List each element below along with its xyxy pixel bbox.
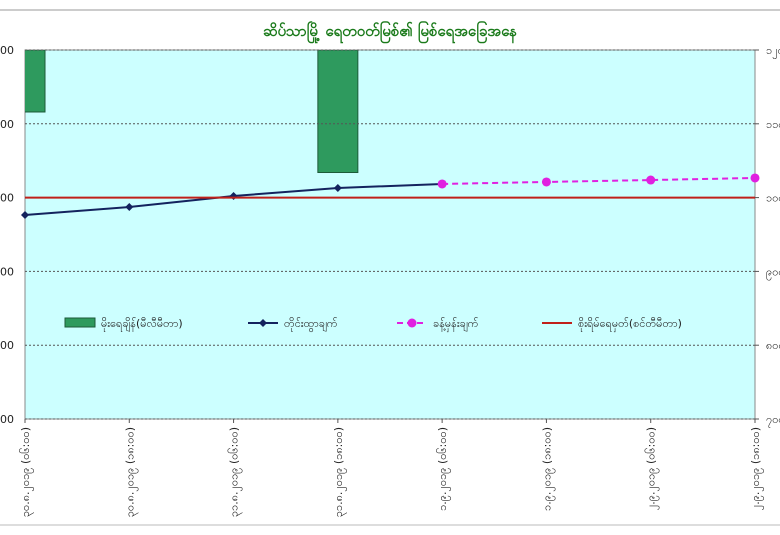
plot-area bbox=[24, 49, 756, 420]
x-tick-label: ၂.၉.၂၀၁၉ (၀၆:၀၀) bbox=[645, 427, 660, 510]
point bbox=[437, 179, 447, 189]
y-tick-label: 50.00 bbox=[0, 118, 14, 131]
legend-label: ခန့်မှန်းချက် bbox=[433, 317, 479, 332]
point bbox=[333, 184, 342, 193]
legend-marker bbox=[259, 319, 267, 327]
y2-tick-label: ၁၀၀၀ bbox=[766, 192, 780, 205]
legend-marker bbox=[407, 318, 417, 328]
y2-tick-label: ၇၀၀ bbox=[766, 413, 780, 428]
chart-title: ဆိပ်သာမြို့ ရေတဝတ်မြစ်၏ မြစ်ရေအခြေအနေ bbox=[263, 20, 517, 44]
y2-tick-label: ၈၀၀ bbox=[766, 339, 780, 352]
legend-label: တိုင်းထွာချက် bbox=[284, 317, 338, 332]
y-tick-label: 250.00 bbox=[0, 413, 14, 426]
legend-label: မိုးရေချိန်(မီလီမီတာ) bbox=[101, 317, 183, 332]
y2-tick-label: ၉၀၀ bbox=[766, 265, 780, 280]
x-tick-label: ၁.၉.၂၀၁၉ (၀၆:၀၀) bbox=[436, 427, 451, 511]
y2-tick-label: ၁၁၀၀ bbox=[766, 118, 780, 131]
point bbox=[125, 202, 134, 211]
point bbox=[21, 211, 29, 220]
y-tick-label: 0.00 bbox=[0, 44, 14, 57]
plot-layer bbox=[25, 50, 359, 174]
x-tick-label: ၁.၉.၂၀၁၉ (၁၈:၀၀) bbox=[540, 427, 555, 511]
x-tick-label: ၃၁.၈.၂၀၁၉ (၀၆:၀၀) bbox=[228, 427, 243, 517]
y-tick-label: 150.00 bbox=[0, 265, 14, 278]
x-tick-label: ၃၁.၈.၂၀၁၉ (၁၈:၀၀) bbox=[332, 427, 347, 517]
y-tick-label: 200.00 bbox=[0, 339, 14, 352]
x-tick-label: ၂.၉.၂၀၁၉ (၁၈:၀၀) bbox=[749, 427, 764, 510]
point bbox=[750, 173, 760, 183]
y2-tick-label: ၁၂၀၀ bbox=[766, 44, 780, 59]
bar bbox=[25, 50, 46, 113]
x-tick-label: ၃၀.၈.၂၀၁၉ (၁၈:၀၀) bbox=[123, 427, 138, 517]
y-tick-label: 100.00 bbox=[0, 192, 14, 205]
bar bbox=[317, 50, 359, 174]
x-tick-label: ၃၀.၈.၂၀၁၉ (၀၆:၀၀) bbox=[19, 427, 34, 517]
line bbox=[442, 176, 756, 185]
point bbox=[646, 175, 656, 185]
point bbox=[541, 177, 551, 187]
legend-swatch bbox=[64, 317, 96, 328]
legend-label: စိုးရိမ်ရေမှတ်(စင်တီမီတာ) bbox=[578, 317, 682, 332]
